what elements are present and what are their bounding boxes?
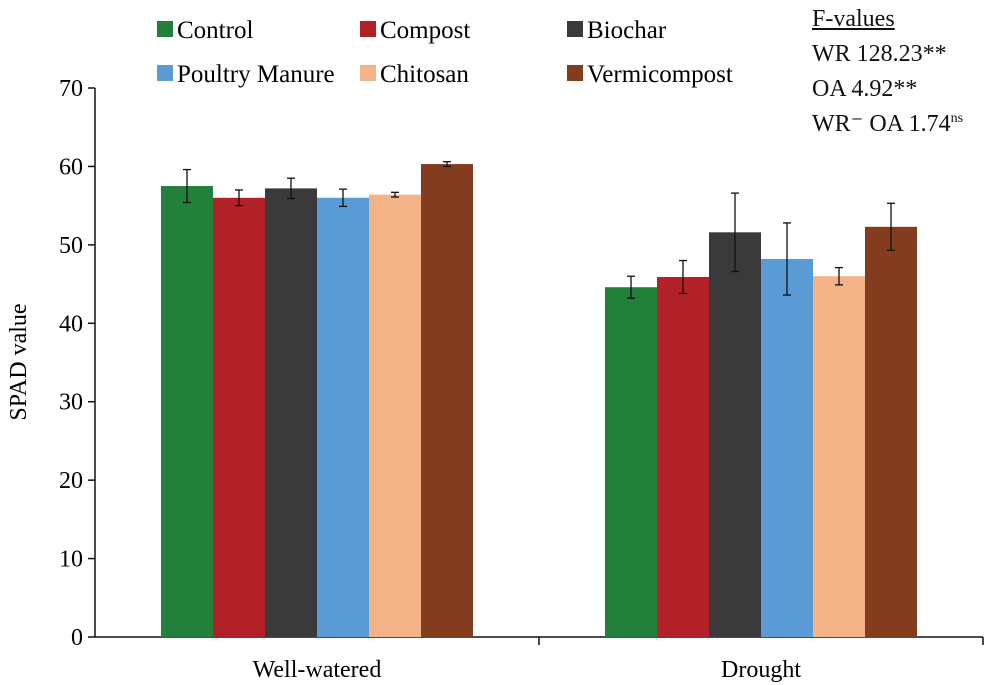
y-tick-label: 50	[59, 233, 83, 259]
f-value-interaction-sup: ns	[950, 111, 964, 126]
legend-label: Biochar	[587, 17, 667, 44]
bar	[161, 186, 213, 638]
legend-swatch	[567, 21, 583, 37]
legend: Control Compost Biochar Poultry Manure Chito…	[157, 17, 733, 88]
bar	[813, 276, 865, 637]
f-value-oa: OA 4.92**	[812, 76, 918, 102]
legend-label: Compost	[380, 17, 470, 44]
y-tick-label: 60	[59, 154, 83, 180]
f-values-box: F-values WR 128.23** OA 4.92** WR⁻ OA 1.…	[812, 2, 963, 142]
legend-label: Control	[177, 17, 253, 44]
legend-swatch	[360, 21, 376, 37]
f-value-interaction-main: WR⁻ OA 1.74	[812, 111, 951, 137]
bar	[317, 197, 369, 638]
bar	[421, 164, 473, 637]
bar	[369, 194, 421, 638]
x-tick-label: Well-watered	[253, 657, 382, 683]
bar	[605, 287, 657, 637]
bar	[761, 258, 813, 637]
x-tick-label: Drought	[721, 657, 801, 683]
y-tick-label: 20	[59, 468, 83, 494]
y-tick-label: 0	[71, 625, 83, 651]
legend-label: Vermicompost	[587, 61, 733, 88]
bar	[265, 188, 317, 638]
legend-swatch	[360, 65, 376, 81]
bar	[657, 277, 709, 637]
legend-label: Chitosan	[380, 61, 469, 88]
f-values-heading: F-values	[812, 6, 895, 32]
bar	[709, 232, 761, 637]
bar	[213, 197, 265, 638]
y-axis-title: SPAD value	[6, 303, 32, 420]
y-tick-label: 70	[59, 76, 83, 102]
legend-swatch	[157, 21, 173, 37]
f-value-wr: WR 128.23**	[812, 41, 947, 67]
y-tick-label: 10	[59, 547, 83, 573]
legend-swatch	[157, 65, 173, 81]
legend-label: Poultry Manure	[177, 61, 335, 88]
bar	[865, 226, 917, 637]
y-tick-label: 30	[59, 390, 83, 416]
bars	[161, 161, 917, 638]
legend-swatch	[567, 65, 583, 81]
y-tick-label: 40	[59, 311, 83, 337]
f-value-interaction: WR⁻ OA 1.74ns	[812, 107, 963, 142]
